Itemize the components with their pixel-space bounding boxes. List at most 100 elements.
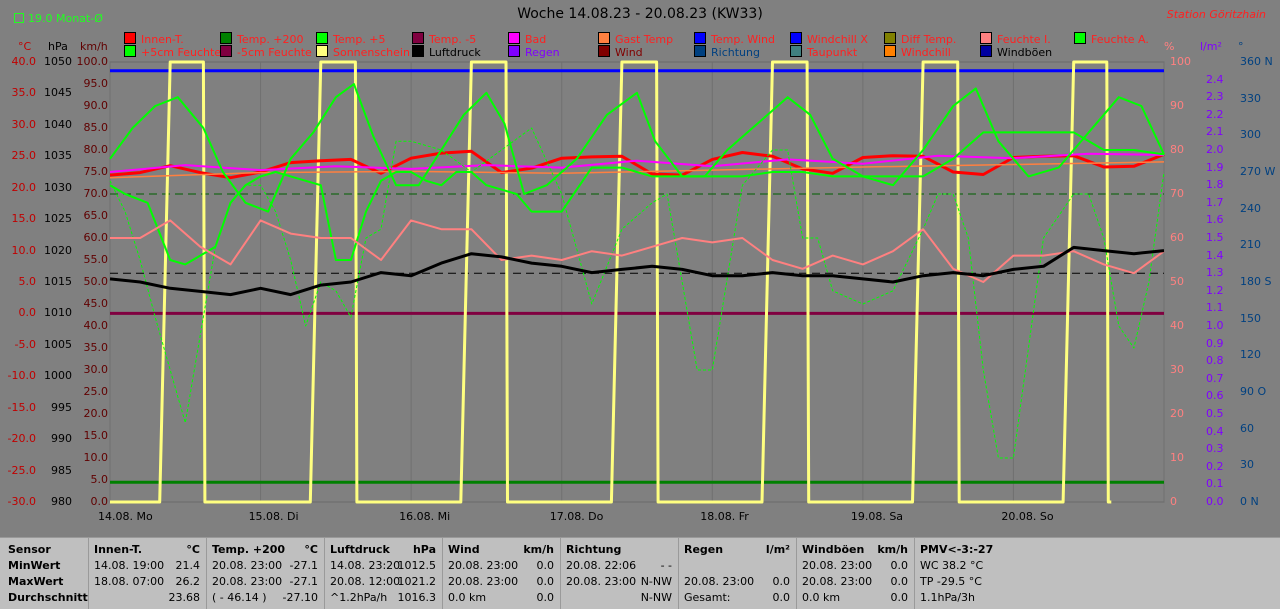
stats-avg-value: 0.0 bbox=[536, 591, 555, 604]
legend-item: Luftdruck bbox=[412, 45, 481, 59]
pmv-title: PMV<-3:-27 bbox=[920, 543, 994, 556]
wind-tick-label: 10.0 bbox=[83, 451, 109, 464]
rain-tick-label: 2.2 bbox=[1206, 107, 1224, 121]
stats-min-value: -27.1 bbox=[289, 559, 318, 572]
wind-tick-label: 30.0 bbox=[83, 363, 109, 376]
legend-label: Luftdruck bbox=[429, 46, 481, 59]
pressure-axis-unit: hPa bbox=[48, 40, 68, 53]
rain-tick-label: 2.3 bbox=[1206, 90, 1224, 104]
rain-tick-label: 1.9 bbox=[1206, 160, 1224, 174]
rain-tick-label: 2.1 bbox=[1206, 125, 1224, 139]
humidity-tick-label: 20 bbox=[1170, 407, 1184, 420]
legend-label: Regen bbox=[525, 46, 560, 59]
legend-label: Temp. +200 bbox=[237, 33, 304, 46]
pressure-tick-label: 990 bbox=[51, 432, 72, 446]
stats-column: Wind km/h 20.08. 23:00 0.0 20.08. 23:00 0.0 0.… bbox=[442, 538, 561, 609]
stats-column: Regen l/m² 20.08. 23:00 0.0 Gesamt: 0.0 bbox=[678, 538, 797, 609]
stats-column: Windböen km/h 20.08. 23:00 0.0 20.08. 23:00 0… bbox=[796, 538, 915, 609]
month-average-box-icon bbox=[14, 13, 24, 23]
pressure-tick-label: 985 bbox=[51, 463, 72, 477]
legend-swatch bbox=[508, 32, 520, 44]
legend-swatch bbox=[980, 45, 992, 57]
stats-table: Sensor MinWert MaxWert Durchschnitt Innen-T.… bbox=[0, 537, 1280, 609]
legend-label: Windchill X bbox=[807, 33, 868, 46]
x-tick-label: 14.08. Mo bbox=[98, 510, 153, 523]
stats-column-title: Innen-T. bbox=[94, 543, 143, 556]
stats-label-min: MinWert bbox=[8, 559, 61, 572]
stats-avg-value: N-NW bbox=[640, 591, 672, 604]
legend-item: Taupunkt bbox=[790, 45, 858, 59]
temp-tick-label: 35.0 bbox=[11, 86, 37, 100]
stats-column: Luftdruck hPa 14.08. 23:20 1012.5 20.08. 12:… bbox=[324, 538, 443, 609]
temp-tick-label: 0.0 bbox=[18, 306, 37, 320]
x-tick-label: 16.08. Mi bbox=[399, 510, 451, 523]
legend-swatch bbox=[220, 45, 232, 57]
stats-column-title: Windböen bbox=[802, 543, 865, 556]
wind-tick-label: 20.0 bbox=[83, 407, 109, 420]
wind-tick-label: 60.0 bbox=[83, 231, 109, 244]
stats-min-time: 20.08. 23:00 bbox=[448, 559, 519, 572]
legend-item: Diff Temp. bbox=[884, 32, 956, 46]
stats-column-unit: hPa bbox=[412, 543, 436, 556]
wind-tick-label: 80.0 bbox=[83, 143, 109, 156]
stats-avg-note: Gesamt: bbox=[684, 591, 731, 604]
pressure-tick-label: 1000 bbox=[44, 369, 72, 383]
rain-tick-label: 1.1 bbox=[1206, 301, 1224, 315]
temp-tick-label: -25.0 bbox=[7, 463, 36, 477]
humidity-tick-label: 70 bbox=[1170, 187, 1184, 200]
stats-avg-value: -27.10 bbox=[282, 591, 318, 604]
direction-tick-label: 0 N bbox=[1240, 495, 1259, 508]
legend-label: Sonnenschein bbox=[333, 46, 410, 59]
direction-tick-label: 150 bbox=[1240, 311, 1261, 325]
stats-min-value: 0.0 bbox=[890, 559, 909, 572]
rain-tick-label: 0.6 bbox=[1206, 389, 1224, 403]
legend-swatch bbox=[1074, 32, 1086, 44]
legend-label: Temp. +5 bbox=[333, 33, 386, 46]
chart-title: Woche 14.08.23 - 20.08.23 (KW33) bbox=[517, 6, 763, 22]
month-average-label: 19.0 Monat-Ø bbox=[28, 12, 103, 25]
pressure-tick-label: 1020 bbox=[44, 243, 72, 257]
direction-tick-label: 120 bbox=[1240, 348, 1261, 362]
rain-tick-label: 0.3 bbox=[1206, 442, 1224, 456]
pmv-windchill: WC 38.2 °C bbox=[920, 559, 984, 572]
stats-column-title: Richtung bbox=[566, 543, 622, 556]
direction-tick-label: 30 bbox=[1240, 458, 1254, 472]
stats-max-time: 20.08. 23:00 bbox=[566, 575, 637, 588]
wind-tick-label: 85.0 bbox=[83, 121, 109, 134]
pressure-tick-label: 980 bbox=[51, 495, 72, 508]
direction-tick-label: 360 N bbox=[1240, 55, 1273, 68]
stats-max-value: 26.2 bbox=[175, 575, 201, 588]
legend-swatch bbox=[980, 32, 992, 44]
humidity-tick-label: 50 bbox=[1170, 275, 1184, 288]
wind-tick-label: 25.0 bbox=[83, 385, 109, 398]
legend-label: Taupunkt bbox=[807, 46, 858, 59]
stats-column-unit: km/h bbox=[523, 543, 554, 556]
stats-max-time: 20.08. 12:00 bbox=[330, 575, 401, 588]
legend-swatch bbox=[598, 32, 610, 44]
legend-label: Feuchte I. bbox=[997, 33, 1051, 46]
pressure-tick-label: 1035 bbox=[44, 149, 72, 163]
rain-tick-label: 0.4 bbox=[1206, 424, 1224, 438]
rain-tick-label: 1.6 bbox=[1206, 213, 1224, 227]
legend-swatch bbox=[694, 45, 706, 57]
x-tick-label: 19.08. Sa bbox=[850, 510, 904, 523]
humidity-tick-label: 30 bbox=[1170, 363, 1184, 376]
legend-item: Feuchte I. bbox=[980, 32, 1051, 46]
stats-column-unit: °C bbox=[186, 543, 200, 556]
legend-swatch bbox=[316, 32, 328, 44]
legend-label: Temp. Wind bbox=[711, 33, 775, 46]
wind-tick-label: 35.0 bbox=[83, 341, 109, 354]
chart-plot bbox=[109, 60, 1165, 504]
legend-item: Temp. -5 bbox=[412, 32, 476, 46]
legend-swatch bbox=[790, 32, 802, 44]
wind-tick-label: 45.0 bbox=[83, 297, 109, 310]
legend-swatch bbox=[790, 45, 802, 57]
direction-tick-label: 330 bbox=[1240, 91, 1261, 105]
stats-max-time: 20.08. 23:00 bbox=[212, 575, 283, 588]
temp-axis-unit: °C bbox=[18, 40, 32, 53]
direction-tick-label: 60 bbox=[1240, 421, 1254, 435]
legend-item: Windchill bbox=[884, 45, 951, 59]
wind-tick-label: 70.0 bbox=[83, 187, 109, 200]
temp-tick-label: -30.0 bbox=[7, 495, 36, 508]
humidity-tick-label: 0 bbox=[1170, 495, 1177, 508]
